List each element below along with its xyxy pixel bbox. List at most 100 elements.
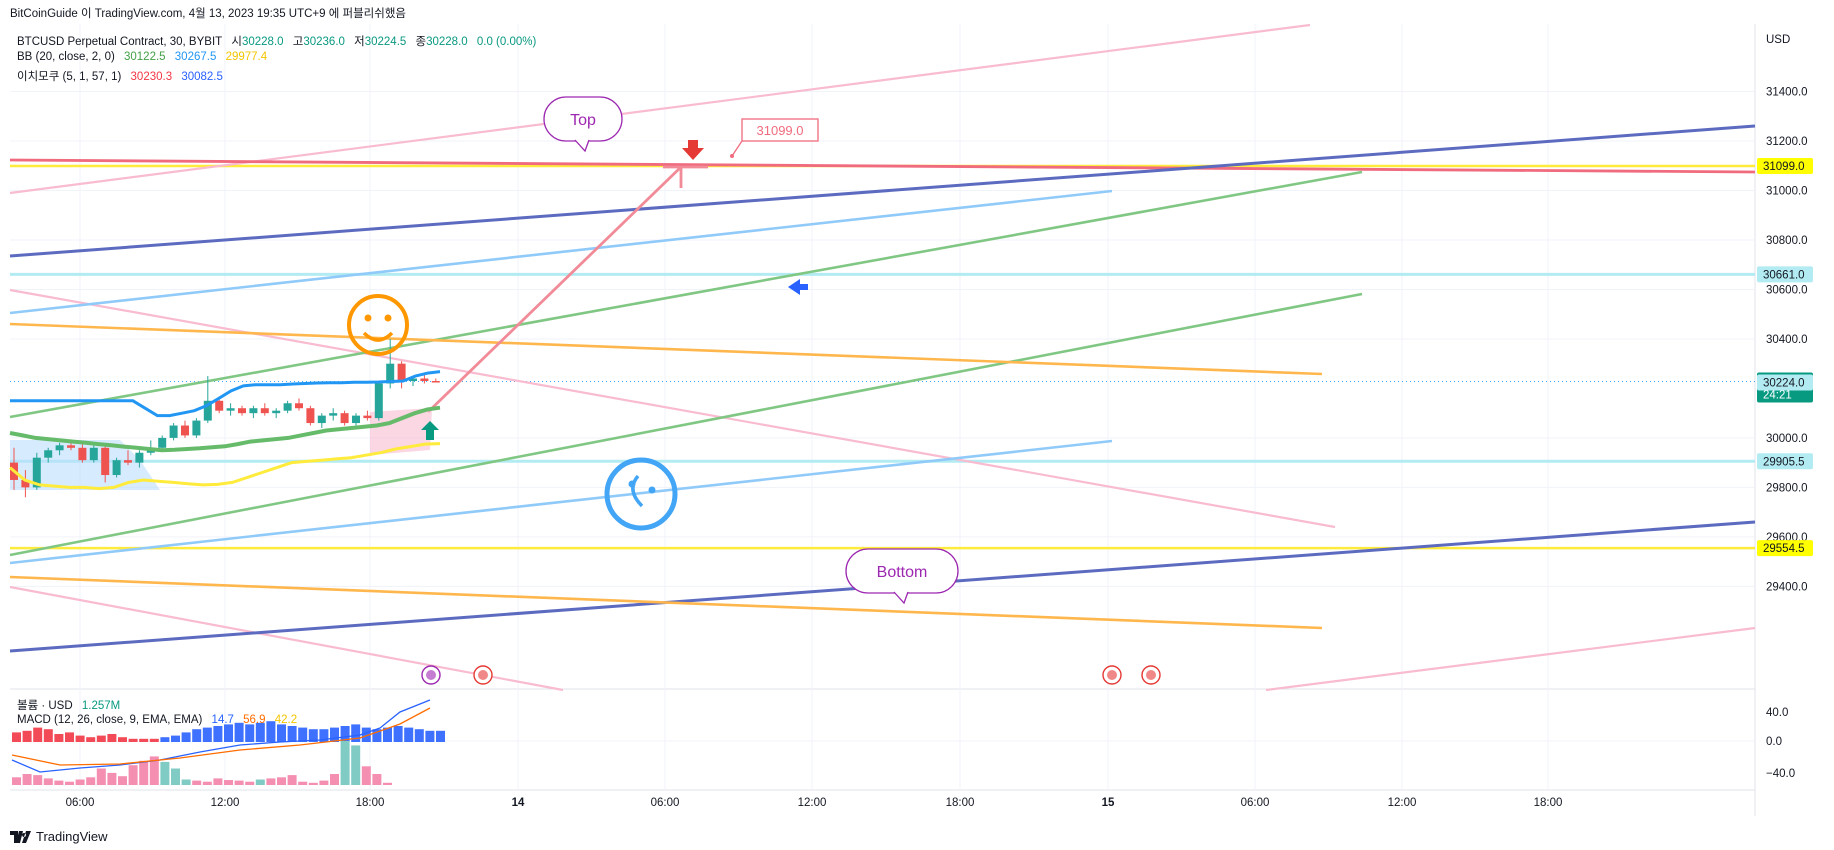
time-tick: 12:00 bbox=[211, 797, 240, 809]
volume-bar bbox=[22, 730, 32, 742]
volume-bar bbox=[308, 729, 318, 742]
volume-bar bbox=[86, 737, 96, 742]
candle-body bbox=[295, 403, 303, 409]
volume-label: 볼륨 · USD bbox=[17, 700, 73, 712]
symbol-legend[interactable]: BTCUSD Perpetual Contract, 30, BYBIT 시30… bbox=[17, 33, 542, 49]
candle-body bbox=[238, 408, 246, 414]
macd-histogram-bar bbox=[372, 774, 382, 785]
macd-histogram-bar bbox=[54, 780, 64, 785]
candle-body bbox=[272, 410, 281, 414]
volume-bar bbox=[436, 730, 445, 742]
candles bbox=[10, 338, 440, 498]
macd-label: MACD (12, 26, close, 9, EMA, EMA) bbox=[17, 714, 203, 726]
up-arrow-icon bbox=[421, 421, 439, 440]
event-icon-fill bbox=[1146, 670, 1156, 680]
macd-histogram-bar bbox=[245, 781, 255, 785]
candle-body bbox=[420, 378, 429, 381]
sad-mouth bbox=[631, 474, 644, 508]
projection-arrow bbox=[427, 165, 682, 414]
price-axis[interactable]: 31400.0 31200.0 31000.0 30800.0 30600.0 30400… bbox=[1757, 87, 1813, 780]
time-tick: 06:00 bbox=[1241, 797, 1270, 809]
bb-legend[interactable]: BB (20, close, 2, 0) 30122.5 30267.5 299… bbox=[17, 51, 273, 63]
orange-upper bbox=[9, 322, 1323, 376]
price-badge-text: 31099.0 bbox=[1763, 161, 1805, 173]
macd-histogram-bar bbox=[361, 766, 371, 785]
macd-tick: −40.0 bbox=[1766, 768, 1795, 780]
price-badge-text: 30661.0 bbox=[1763, 269, 1805, 281]
red-resistance bbox=[9, 158, 1756, 174]
macd-histogram-bar bbox=[234, 780, 244, 785]
candle-body bbox=[386, 363, 395, 384]
candle-body bbox=[409, 378, 417, 381]
callout-tail bbox=[574, 139, 590, 153]
sad-face-icon bbox=[604, 457, 678, 531]
macd-histogram-bar bbox=[118, 776, 127, 785]
ichimoku-label: 이치모쿠 (5, 1, 57, 1) bbox=[17, 71, 122, 83]
navy-upper bbox=[9, 124, 1756, 258]
volume-legend[interactable]: 볼륨 · USD 1.257M bbox=[17, 697, 126, 713]
macd-histogram-bar bbox=[308, 782, 318, 785]
price-tick: 31400.0 bbox=[1766, 87, 1808, 99]
tradingview-logo[interactable]: TradingView bbox=[10, 829, 108, 844]
volume-bar bbox=[425, 730, 435, 742]
macd-histogram-bar bbox=[277, 777, 286, 785]
sad-eye bbox=[648, 486, 656, 494]
price-badge bbox=[1757, 453, 1813, 470]
time-tick: 15 bbox=[1102, 797, 1115, 809]
macd-histogram-bar bbox=[351, 745, 361, 785]
candle-body bbox=[249, 408, 258, 414]
volume-bar bbox=[361, 727, 371, 742]
ohlc-high: 고30236.0 bbox=[292, 36, 345, 48]
price-annotation-box bbox=[741, 118, 819, 142]
time-tick: 18:00 bbox=[1534, 797, 1563, 809]
bb-upper-line bbox=[10, 370, 441, 418]
price-tick: 30800.0 bbox=[1766, 235, 1808, 247]
bb-basis-value: 30122.5 bbox=[124, 51, 166, 63]
volume-bar bbox=[202, 727, 212, 742]
callout-top: Top bbox=[543, 96, 623, 153]
smiley-eye bbox=[364, 314, 372, 322]
candle-body bbox=[306, 408, 315, 424]
candle-body bbox=[317, 415, 326, 424]
ichimoku-legend[interactable]: 이치모쿠 (5, 1, 57, 1) 30230.3 30082.5 bbox=[17, 68, 229, 84]
volume-bar bbox=[128, 738, 138, 742]
macd-histogram-bar bbox=[383, 782, 392, 785]
time-axis[interactable]: 06:00 12:00 18:00 14 06:00 12:00 18:00 15 06:00 1… bbox=[66, 797, 1563, 809]
volume-bar bbox=[224, 724, 233, 742]
event-icon-fill bbox=[426, 670, 436, 680]
price-annotation-dot bbox=[730, 154, 734, 158]
macd-histogram-bar bbox=[139, 760, 149, 785]
macd-legend[interactable]: MACD (12, 26, close, 9, EMA, EMA) 14.7 5… bbox=[17, 714, 303, 726]
price-badge bbox=[1757, 158, 1813, 175]
volume-bar bbox=[330, 727, 339, 742]
green-lower bbox=[9, 292, 1363, 557]
macd-line bbox=[11, 699, 431, 773]
macd-histogram-bar bbox=[33, 775, 43, 785]
volume-bar bbox=[340, 726, 350, 742]
price-badge bbox=[1757, 540, 1813, 557]
candle-body bbox=[78, 447, 87, 461]
volume-bar bbox=[266, 721, 276, 742]
candle-body bbox=[169, 425, 178, 438]
macd-histogram-bar bbox=[12, 777, 21, 785]
macd-histogram-bar bbox=[213, 778, 223, 785]
macd-tick: 40.0 bbox=[1766, 707, 1788, 719]
callout-bottom: Bottom bbox=[845, 548, 959, 605]
macd-histogram-bar bbox=[128, 765, 138, 785]
green-upper bbox=[9, 170, 1363, 419]
candle-body bbox=[32, 457, 41, 488]
time-tick: 18:00 bbox=[946, 797, 975, 809]
macd-histogram-bar bbox=[202, 781, 212, 785]
macd-histogram-bar bbox=[192, 780, 202, 785]
volume-bar bbox=[383, 727, 392, 742]
time-tick: 14 bbox=[512, 797, 525, 809]
signal-line bbox=[11, 707, 431, 766]
volume-bar bbox=[149, 738, 159, 742]
price-tick: 30600.0 bbox=[1766, 284, 1808, 296]
candle-body bbox=[226, 408, 235, 411]
macd-histogram-bar bbox=[86, 777, 96, 785]
volume-bar bbox=[287, 726, 297, 742]
pink-line-lower-right bbox=[1265, 626, 1756, 692]
candle-body bbox=[44, 450, 53, 458]
